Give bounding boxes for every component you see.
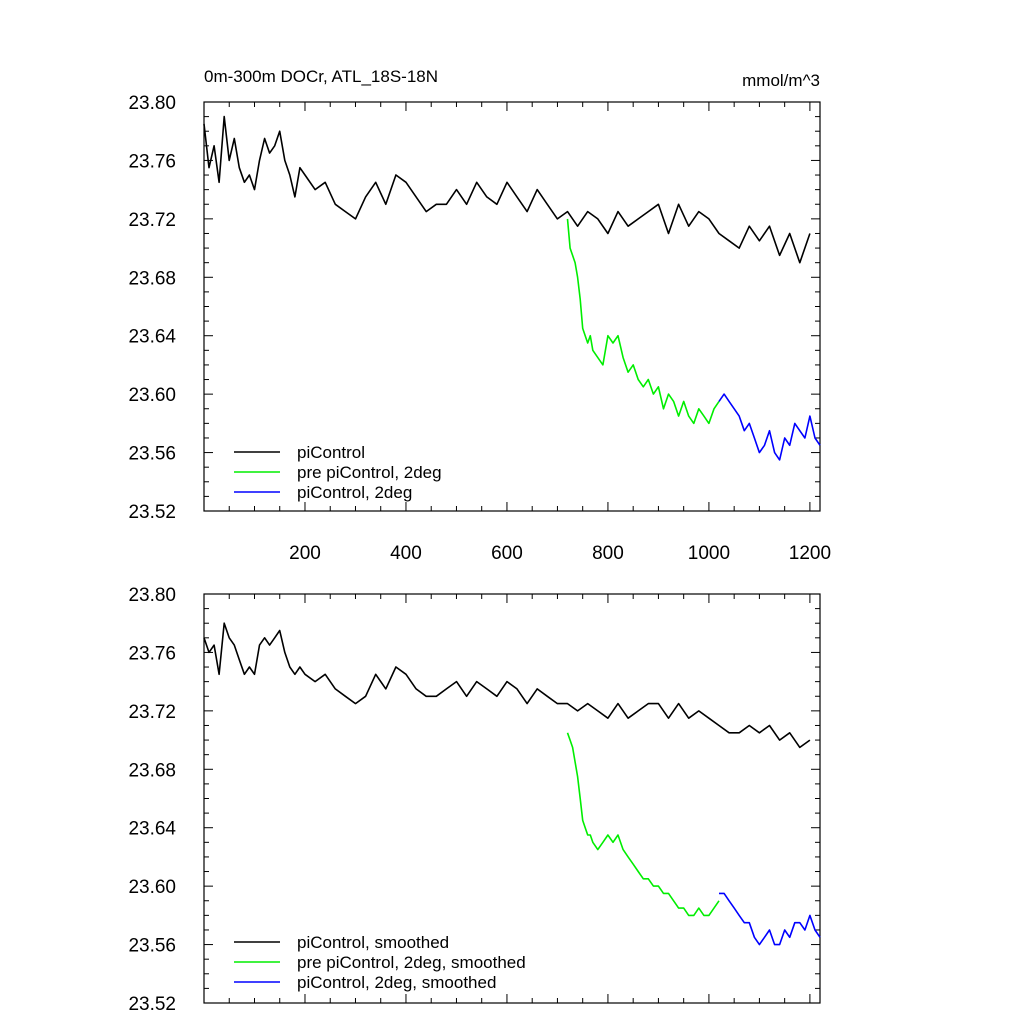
x-tick-label: 800: [592, 543, 624, 564]
y-tick-label: 23.80: [128, 585, 176, 606]
bottom-panel: 23.52 23.56 23.60 23.64 23.68 23.72 23.76 23.80…: [128, 585, 821, 1015]
data-lines: [203, 115, 821, 461]
y-tick-label: 23.60: [128, 877, 176, 898]
y-tick-label: 23.80: [128, 93, 176, 114]
top-panel: 0m-300m DOCr, ATL_18S-18N mmol/m^3 23.52…: [128, 67, 831, 564]
x-tick-label: 1200: [789, 543, 831, 564]
tick-marks: [204, 101, 820, 512]
series-line-picontrol: [203, 115, 811, 264]
data-lines: [203, 622, 821, 946]
series-line-pre-picontrol-2deg-smoothed: [566, 732, 720, 917]
y-tick-label: 23.56: [128, 936, 176, 957]
series-line-picontrol-smoothed: [203, 622, 811, 749]
legend-label: pre piControl, 2deg, smoothed: [297, 953, 526, 972]
y-tick-labels: 23.52 23.56 23.60 23.64 23.68 23.72 23.76 23.80: [128, 93, 176, 523]
y-tick-label: 23.64: [128, 819, 176, 840]
series-line-picontrol-2deg-smoothed: [719, 892, 821, 946]
y-tick-label: 23.68: [128, 268, 176, 289]
y-tick-label: 23.56: [128, 444, 176, 465]
legend-label: piControl: [297, 443, 365, 462]
series-line-picontrol-2deg: [718, 393, 821, 461]
x-tick-label: 600: [491, 543, 523, 564]
legend-label: piControl, 2deg: [297, 483, 412, 502]
x-tick-labels: 200 400 600 800 1000 1200: [289, 543, 831, 564]
y-tick-label: 23.72: [128, 210, 176, 231]
y-tick-label: 23.76: [128, 643, 176, 664]
y-tick-label: 23.60: [128, 385, 176, 406]
series-line-pre-picontrol-2deg: [566, 218, 720, 425]
y-tick-label: 23.68: [128, 760, 176, 781]
legend-label: piControl, 2deg, smoothed: [297, 973, 496, 992]
y-tick-label: 23.64: [128, 327, 176, 348]
x-tick-label: 1000: [688, 543, 730, 564]
y-tick-labels: 23.52 23.56 23.60 23.64 23.68 23.72 23.76 23.80: [128, 585, 176, 1015]
legend-label: pre piControl, 2deg: [297, 463, 442, 482]
units-label: mmol/m^3: [742, 71, 820, 90]
y-tick-label: 23.76: [128, 151, 176, 172]
tick-marks: [204, 593, 820, 1004]
y-tick-label: 23.52: [128, 502, 176, 523]
chart-title: 0m-300m DOCr, ATL_18S-18N: [204, 67, 438, 86]
y-tick-label: 23.72: [128, 702, 176, 723]
x-tick-label: 400: [390, 543, 422, 564]
y-tick-label: 23.52: [128, 994, 176, 1015]
x-tick-label: 200: [289, 543, 321, 564]
legend-label: piControl, smoothed: [297, 933, 449, 952]
